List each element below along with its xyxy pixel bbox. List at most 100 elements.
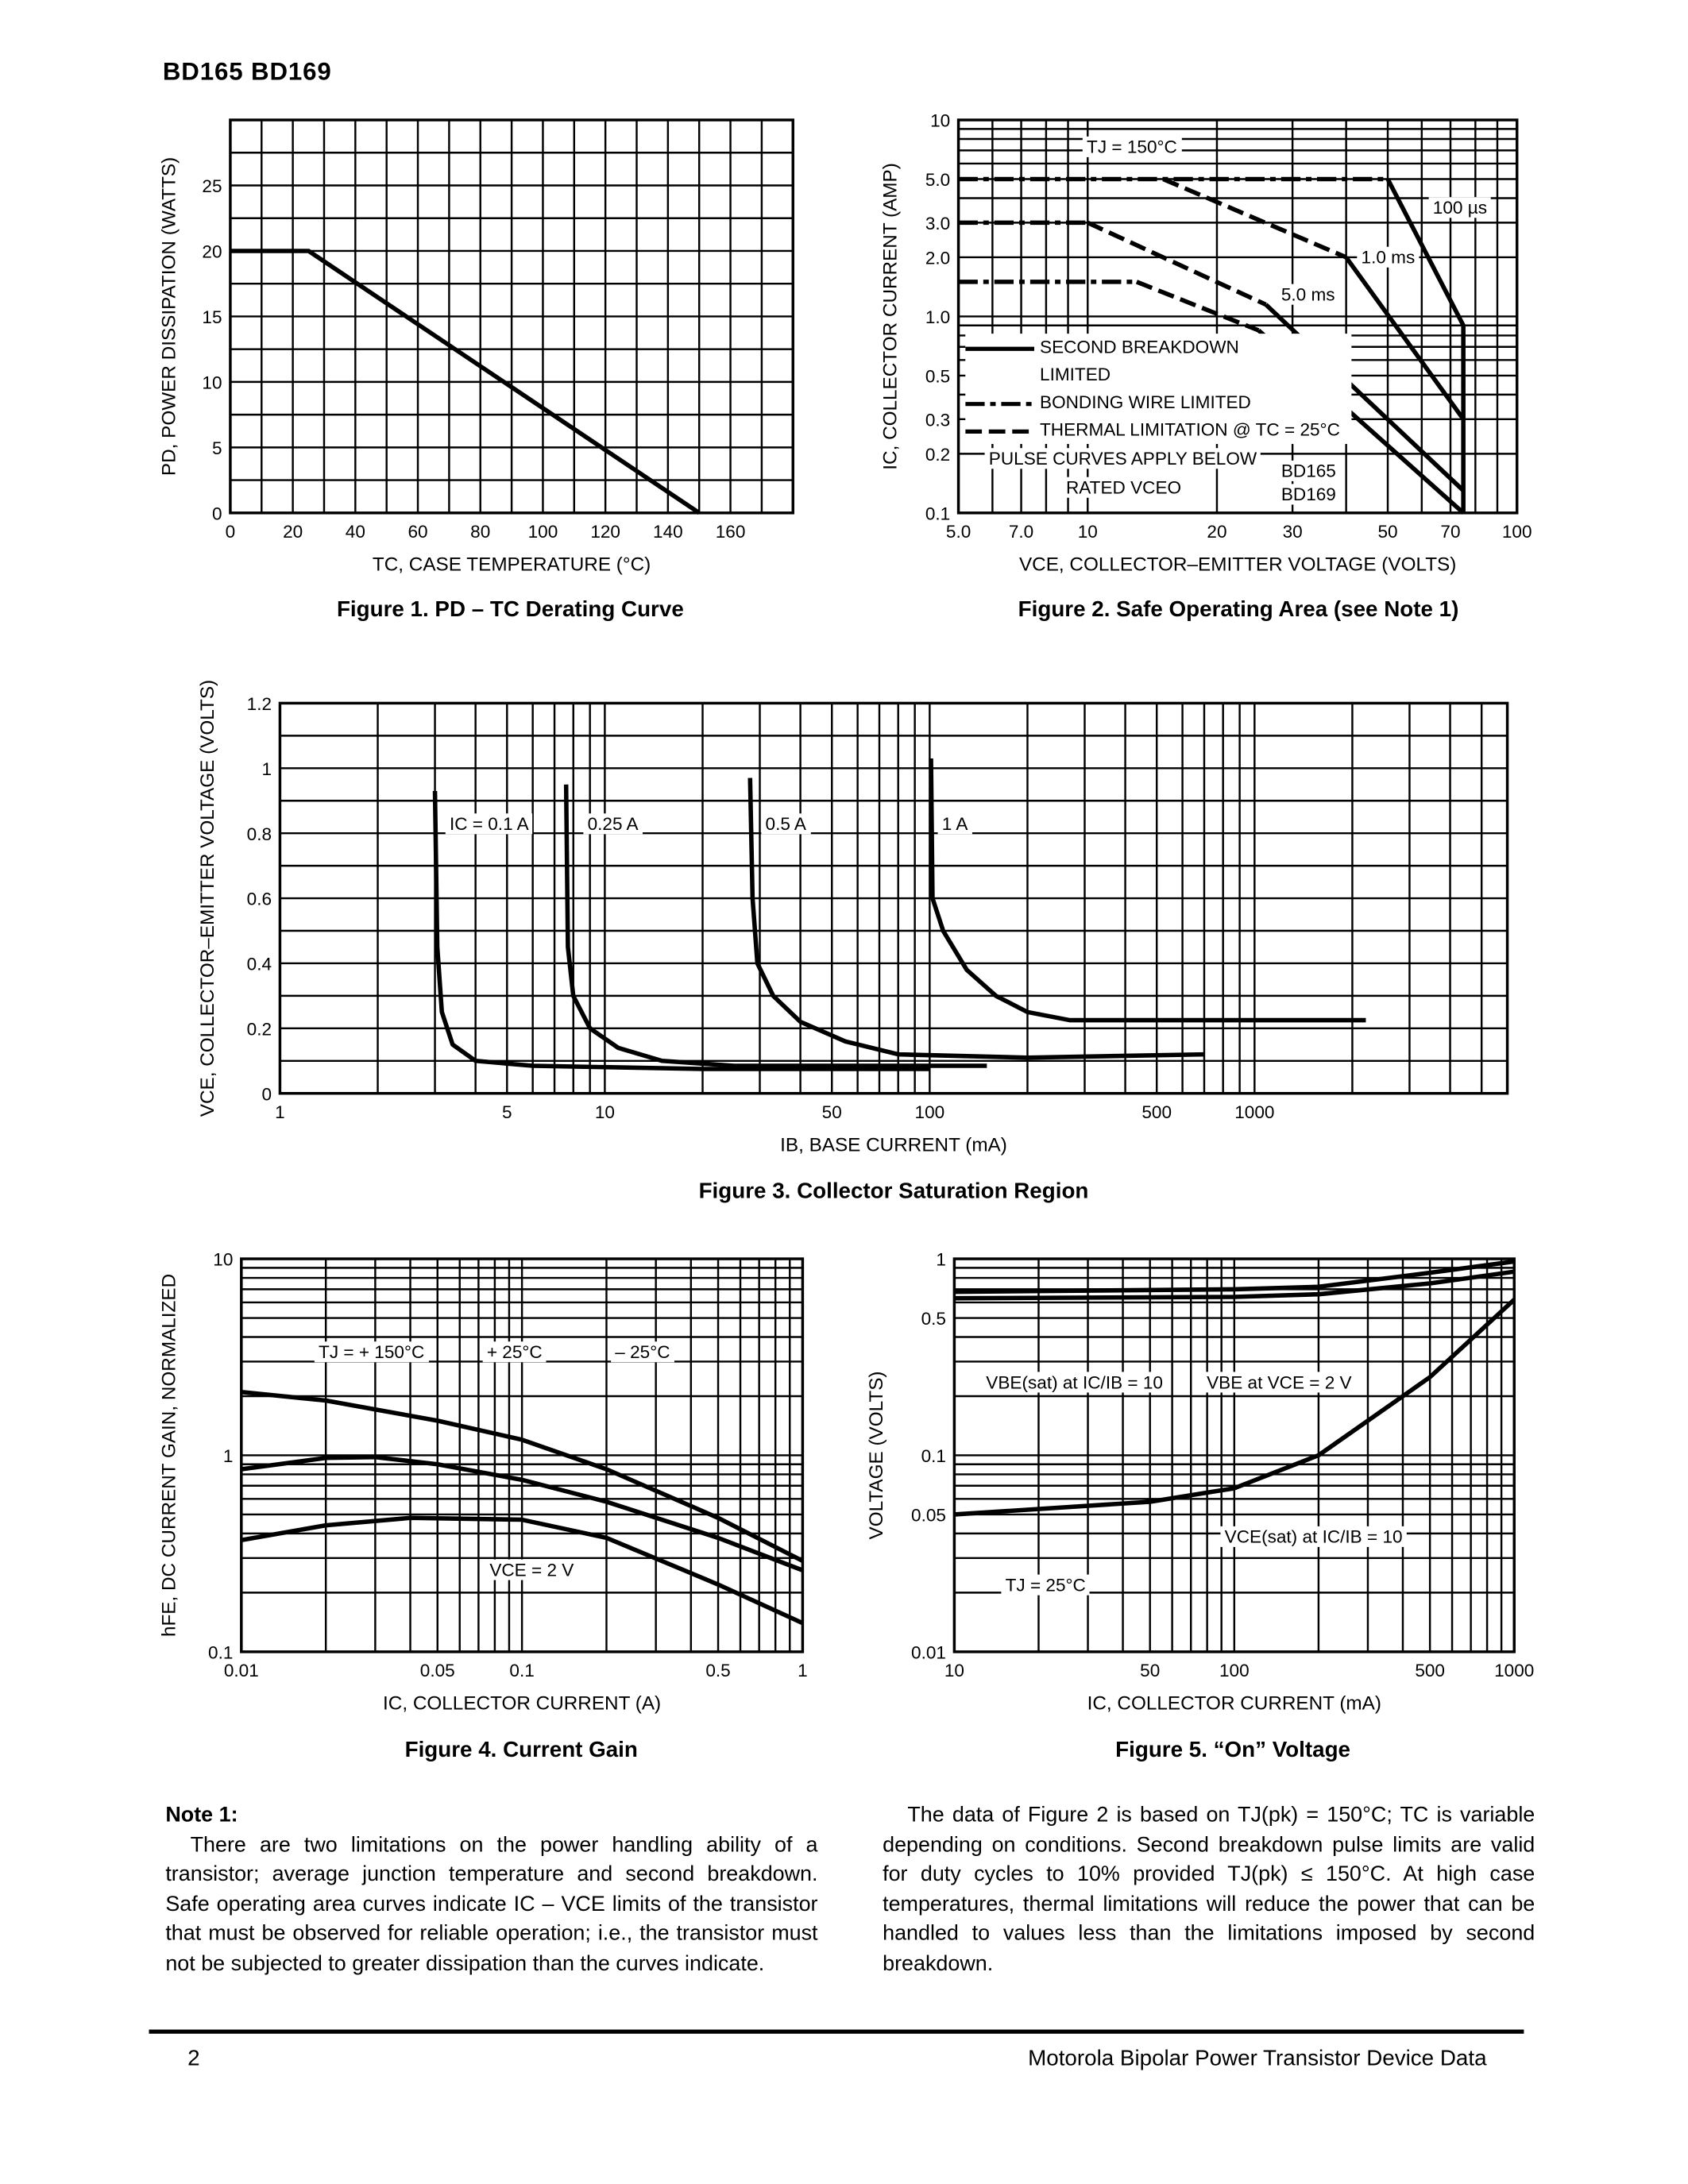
note-left-text: There are two limitations on the power h… [165,1833,818,1975]
figure-3-caption: Figure 3. Collector Saturation Region [698,1180,1089,1204]
figure-4-caption: Figure 4. Current Gain [404,1738,638,1762]
legend-item-thermal: THERMAL LIMITATION @ TC = 25°C [965,416,1351,444]
series-line-0-second-breakdown [230,249,701,515]
x-tick-label: 20 [283,522,303,542]
fig2-tj-label: TJ = 150°C [1082,136,1182,157]
legend-label: THERMAL LIMITATION @ TC = 25°C [1040,419,1340,440]
series-line--25-c-second-breakdown [241,1454,804,1572]
figure-5-caption: Figure 5. “On” Voltage [1115,1738,1350,1762]
y-axis-label: hFE, DC CURRENT GAIN, NORMALIZED [158,1274,180,1637]
y-tick-label: 0.01 [911,1643,946,1663]
x-tick-label: 100 [915,1102,945,1122]
y-tick-label: 0.5 [925,367,950,387]
plot-frame [229,118,794,515]
fig4-series-label-150c: TJ = + 150°C [314,1341,429,1363]
legend-item-second-breakdown: SECOND BREAKDOWN [965,334,1351,361]
fig3-series-label-0.1a: IC = 0.1 A [445,813,533,835]
fig4-series-label-minus25c: – 25°C [611,1341,674,1363]
x-tick-label: 1 [275,1102,285,1122]
series-line-vbe-at-vce-2-v-second-breakdown [954,1269,1515,1301]
figure-4-chart: 0.01 0.05 0.1 0.5 1 0.1 1 10 IC, COLLECTOR CURRE… [158,1250,807,1715]
x-tick-label: 500 [1415,1661,1445,1680]
x-tick-label: 7.0 [1009,522,1033,542]
y-tick-label: 1 [261,759,272,779]
figure-3-chart: 1 5 10 50 100 500 1000 0 0.2 0.4 0.6 0.8 1 1.2 IB, BAS… [197,680,1509,1156]
series-line-0-25-a-second-breakdown [563,784,987,1068]
fig2-bd169-label: BD169 [1277,484,1341,505]
x-tick-label: 160 [716,522,746,542]
y-tick-label: 5.0 [925,170,950,190]
x-tick-label: 100 [1502,522,1532,542]
series-line-ic-0-1-a-second-breakdown [432,790,930,1071]
x-tick-label: 100 [1219,1661,1250,1680]
fig2-legend: SECOND BREAKDOWN LIMITED BONDING WIRE LI… [965,334,1352,445]
fig3-series-label-0.5a: 0.5 A [761,813,811,835]
y-tick-label: 0.6 [247,889,272,909]
x-axis-label: IB, BASE CURRENT (mA) [780,1135,1007,1156]
x-tick-label: 50 [822,1102,842,1122]
note-left-column: Note 1: There are two limitations on the… [165,1800,817,1978]
series-line-1-a-second-breakdown [929,758,1366,1023]
fig5-series-label-vbe: VBE at VCE = 2 V [1202,1372,1356,1393]
y-tick-label: 15 [202,307,222,327]
x-tick-label: 10 [595,1102,615,1122]
dashed-line-swatch [965,429,1035,434]
fig2-bd165-label: BD165 [1277,460,1341,481]
series-line--25-c-second-breakdown [241,1515,804,1626]
figure-2-chart: 5.0 7.0 10 20 30 50 70 100 0.1 0.2 0.3 0.5 1.0 2.0 3.0… [879,111,1532,576]
y-tick-label: 0.05 [911,1506,946,1526]
y-tick-label: 0 [261,1084,272,1104]
x-tick-label: 10 [944,1661,964,1680]
y-tick-label: 10 [213,1250,233,1270]
x-tick-label: 0.1 [509,1661,534,1680]
series-line-vbe-sat-at-ic-ib-10-second-breakdown [954,1259,1515,1295]
series-line-5-0-ms-thermal [1087,220,1267,307]
x-tick-label: 1000 [1234,1102,1274,1122]
x-tick-label: 5 [502,1102,512,1122]
x-tick-label: 10 [1078,522,1098,542]
y-tick-label: 20 [202,242,222,262]
y-tick-label: 0.3 [925,410,950,430]
plot-frame [952,1257,1516,1653]
series-line-vce-sat-at-ic-ib-10-second-breakdown [954,1298,1516,1517]
x-tick-label: 1 [798,1661,808,1680]
series-line-1-0-ms-second-breakdown [1344,256,1466,421]
x-tick-label: 120 [590,522,620,542]
footer-publication: Motorola Bipolar Power Transistor Device… [1028,2047,1487,2071]
series-line-tj-150-c-second-breakdown [241,1390,804,1563]
fig5-series-label-vcesat: VCE(sat) at IC/IB = 10 [1220,1526,1407,1547]
x-axis-label: IC, COLLECTOR CURRENT (mA) [1087,1693,1381,1715]
x-tick-label: 50 [1140,1661,1160,1680]
y-axis-label: IC, COLLECTOR CURRENT (AMP) [879,163,901,470]
figure-5-chart: 10 50 100 500 1000 0.01 0.05 0.1 0.5 1 IC, COLLECT… [866,1250,1534,1715]
y-axis-label: PD, POWER DISSIPATION (WATTS) [158,157,180,476]
y-tick-label: 0.2 [925,445,950,465]
y-tick-label: 5 [212,438,222,458]
x-tick-label: 1000 [1494,1661,1534,1680]
y-tick-label: 1.0 [925,307,950,327]
x-tick-label: 80 [470,522,490,542]
y-tick-label: 0.1 [921,1446,946,1466]
x-tick-label: 60 [408,522,427,542]
x-axis-label: VCE, COLLECTOR–EMITTER VOLTAGE (VOLTS) [1019,554,1456,576]
fig2-100us-label: 100 µs [1428,197,1492,218]
y-tick-label: 10 [202,373,222,393]
y-tick-label: 2.0 [925,249,950,268]
fig4-vce-label: VCE = 2 V [485,1559,578,1580]
figure-2-caption: Figure 2. Safe Operating Area (see Note … [1018,598,1459,622]
y-tick-label: 0.1 [925,504,950,524]
y-axis-label: VCE, COLLECTOR–EMITTER VOLTAGE (VOLTS) [197,680,218,1117]
x-tick-label: 5.0 [946,522,971,542]
legend-label: SECOND BREAKDOWN [1040,336,1239,357]
y-tick-label: 1 [936,1250,946,1270]
y-tick-label: 1 [223,1446,234,1466]
x-tick-label: 30 [1283,522,1303,542]
fig2-1ms-label: 1.0 ms [1357,246,1420,268]
dash-dot-line-swatch [965,401,1035,406]
fig3-series-label-0.25a: 0.25 A [583,813,643,835]
plot-frame [278,701,1509,1095]
x-tick-label: 0 [226,522,236,542]
plot-frame [240,1257,805,1653]
